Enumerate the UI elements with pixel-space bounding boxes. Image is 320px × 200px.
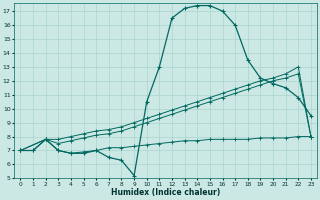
X-axis label: Humidex (Indice chaleur): Humidex (Indice chaleur) bbox=[111, 188, 220, 197]
